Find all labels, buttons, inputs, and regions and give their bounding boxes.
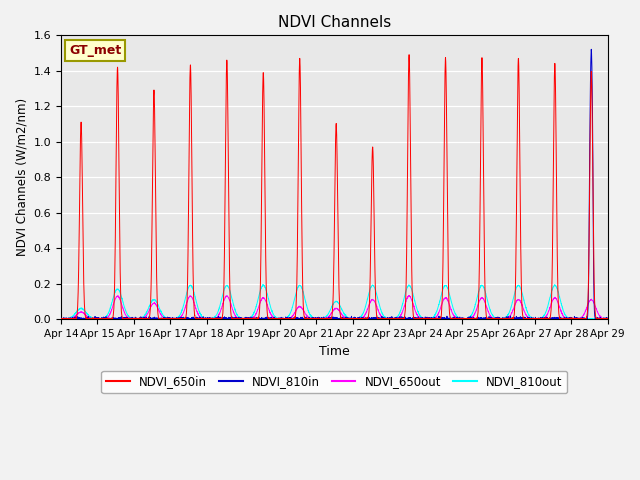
Legend: NDVI_650in, NDVI_810in, NDVI_650out, NDVI_810out: NDVI_650in, NDVI_810in, NDVI_650out, NDV…	[101, 371, 568, 393]
Text: GT_met: GT_met	[69, 44, 122, 57]
Title: NDVI Channels: NDVI Channels	[278, 15, 391, 30]
Y-axis label: NDVI Channels (W/m2/nm): NDVI Channels (W/m2/nm)	[15, 98, 28, 256]
X-axis label: Time: Time	[319, 345, 349, 358]
